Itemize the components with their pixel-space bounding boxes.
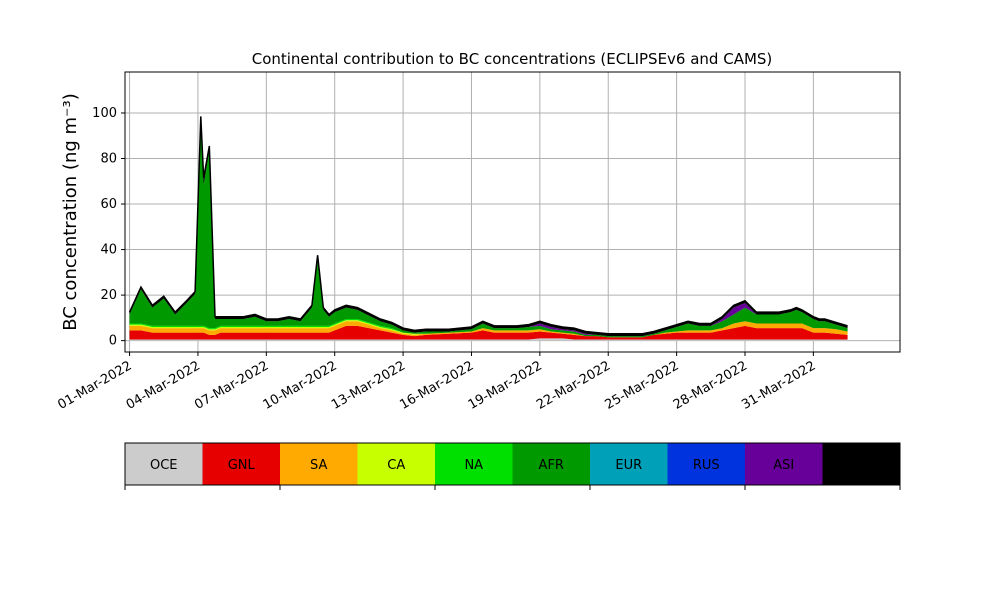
legend-swatch-oce — [125, 443, 203, 485]
x-tick-label: 16-Mar-2022 — [397, 358, 476, 412]
legend-swatch-rus — [667, 443, 745, 485]
legend-swatch-ca — [357, 443, 435, 485]
legend-swatch-na — [435, 443, 513, 485]
axes: 0 20 40 60 80 100 01-Mar-202204-Mar-202207-Mar… — [55, 71, 901, 413]
y-tick-label: 20 — [100, 288, 117, 303]
legend-label-aus: AUS — [848, 458, 875, 473]
legend-label-ca: CA — [387, 458, 405, 473]
x-tick-label: 28-Mar-2022 — [671, 358, 750, 412]
x-tick-label: 22-Mar-2022 — [534, 358, 613, 412]
x-tick-label: 04-Mar-2022 — [124, 358, 203, 412]
legend-label-eur: EUR — [615, 458, 642, 473]
legend-frame — [124, 442, 901, 486]
y-tick-label: 40 — [100, 243, 117, 258]
grid-lines — [125, 72, 900, 352]
total-line — [128, 116, 848, 335]
legend-label-na: NA — [464, 458, 483, 473]
x-tick-label: 10-Mar-2022 — [261, 358, 340, 412]
stacked-areas — [128, 116, 848, 341]
legend-label-sa: SA — [310, 458, 327, 473]
x-tick-label: 31-Mar-2022 — [739, 358, 818, 412]
y-tick-label: 80 — [100, 152, 117, 167]
legend: OCE GNL SA CA NA AFR EUR RUS ASI AUS — [124, 442, 901, 490]
legend-label-gnl: GNL — [228, 458, 256, 473]
plot-frame — [124, 71, 901, 353]
y-tick-label: 60 — [100, 197, 117, 212]
area-gnl — [129, 325, 848, 340]
x-tick-label: 01-Mar-2022 — [55, 358, 134, 412]
y-axis-label: BC concentration (ng m⁻³) — [60, 93, 81, 331]
legend-swatch-aus — [822, 443, 900, 485]
area-sa — [129, 321, 848, 338]
legend-label-rus: RUS — [693, 458, 720, 473]
x-tick-label: 25-Mar-2022 — [602, 358, 681, 412]
area-aus — [129, 116, 848, 337]
legend-label-afr: AFR — [539, 458, 564, 473]
y-tick-label: 0 — [109, 334, 117, 349]
x-tick-label: 13-Mar-2022 — [329, 358, 408, 412]
legend-swatch-asi — [745, 443, 823, 485]
legend-swatch-gnl — [202, 443, 280, 485]
x-tick-label: 07-Mar-2022 — [192, 358, 271, 412]
x-tick-label: 19-Mar-2022 — [466, 358, 545, 412]
legend-swatch-afr — [512, 443, 590, 485]
chart-title: Continental contribution to BC concentra… — [252, 50, 773, 68]
y-tick-label: 100 — [92, 106, 117, 121]
legend-swatch-sa — [280, 443, 358, 485]
legend-label-asi: ASI — [773, 458, 794, 473]
legend-label-oce: OCE — [150, 458, 178, 473]
legend-swatch-eur — [590, 443, 668, 485]
